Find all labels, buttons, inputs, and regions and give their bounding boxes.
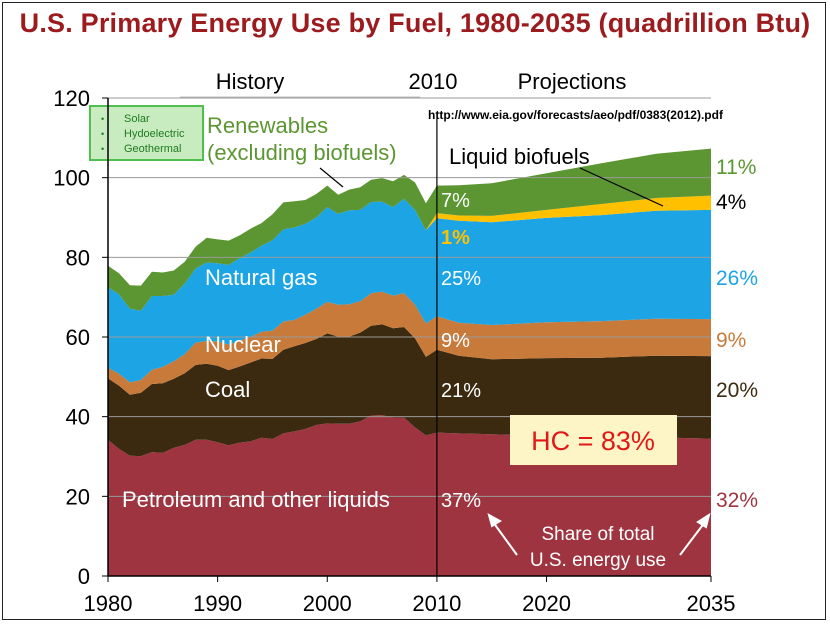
legend-item-hydoelectric: Hydoelectric (124, 128, 185, 140)
axes-layer: 0 20 40 60 80 100 120 1980 1990 2000 2010 2020 2035 (53, 86, 735, 616)
share-2035-biofuels: 4% (716, 191, 746, 214)
year-2010-label: 2010 (409, 69, 458, 94)
legend-item-geothermal: Geothermal (124, 143, 181, 155)
natural-gas-label: Natural gas (205, 265, 318, 290)
projections-label: Projections (518, 69, 627, 94)
share-2010-coal: 21% (441, 380, 481, 402)
legend-bullet: • (101, 129, 104, 139)
x-tick-label: 2035 (687, 591, 736, 616)
y-tick-label: 120 (53, 86, 90, 111)
share-2035-petroleum: 32% (716, 489, 758, 512)
share-2010-nuclear: 9% (441, 330, 470, 352)
y-tick-label: 40 (66, 405, 90, 430)
share-arrow-left-head (487, 512, 502, 528)
x-tick-label: 2020 (522, 591, 571, 616)
legend-bullet: • (101, 144, 104, 154)
grid-layer (108, 96, 711, 576)
y-tick-label: 80 (66, 245, 90, 270)
share-2010-natural-gas: 25% (441, 268, 481, 290)
area-nuclear (108, 291, 711, 395)
legend-box (89, 105, 204, 161)
share-2035-renewables: 11% (716, 156, 756, 179)
area-natural-gas (108, 198, 711, 383)
biofuels-pointer (579, 167, 664, 207)
renewables-sub-label: (excluding biofuels) (207, 140, 397, 165)
x-tick-label: 1980 (84, 591, 133, 616)
renewables-label: Renewables (207, 113, 328, 138)
liquid-biofuels-label: Liquid biofuels (449, 144, 590, 169)
share-2010-renewables: 7% (441, 190, 470, 212)
share-note-line1: Share of total (541, 524, 654, 545)
area-renewables (108, 148, 711, 311)
legend-item-solar: Solar (124, 113, 150, 125)
area-biofuels (108, 195, 711, 311)
share-2035-coal: 20% (716, 379, 758, 402)
legend-items: • Solar • Hydoelectric • Geothermal (101, 113, 185, 155)
coal-label: Coal (205, 377, 250, 402)
share-2010-biofuels: 1% (441, 227, 470, 249)
share-arrow-right (679, 521, 706, 556)
share-2035-natural-gas: 26% (716, 267, 758, 290)
petroleum-label: Petroleum and other liquids (122, 487, 390, 512)
y-tick-label: 100 (53, 166, 90, 191)
share-2035-nuclear: 9% (716, 329, 746, 352)
share-2010-petroleum: 37% (441, 490, 481, 512)
share-arrow-right-head (696, 512, 711, 529)
nuclear-label: Nuclear (205, 332, 281, 357)
y-tick-label: 0 (78, 564, 90, 589)
share-arrows (487, 512, 711, 556)
legend-bullet: • (101, 114, 104, 124)
x-tick-label: 2010 (412, 591, 461, 616)
y-tick-label: 20 (66, 484, 90, 509)
y-tick-label: 60 (66, 325, 90, 350)
renewables-pointer (319, 167, 344, 188)
history-label: History (216, 69, 284, 94)
page-title: U.S. Primary Energy Use by Fuel, 1980-20… (19, 8, 811, 38)
x-tick-label: 2000 (303, 591, 352, 616)
share-arrow-left (492, 521, 518, 556)
hc-label: HC = 83% (531, 426, 655, 456)
hc-box (510, 415, 677, 465)
x-tick-label: 1990 (193, 591, 242, 616)
source-url: http://www.eia.gov/forecasts/aeo/pdf/038… (428, 108, 724, 122)
share-note-line2: U.S. energy use (530, 550, 666, 571)
